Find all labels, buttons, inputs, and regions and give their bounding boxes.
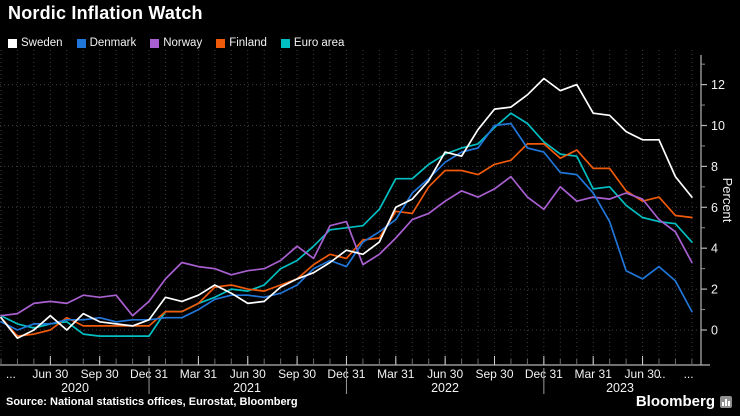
legend-item-euro-area: Euro area bbox=[280, 37, 345, 49]
legend-label: Denmark bbox=[89, 37, 137, 49]
year-label: 2023 bbox=[606, 381, 634, 395]
year-label: 2022 bbox=[431, 381, 459, 395]
legend-label: Finland bbox=[229, 37, 267, 49]
legend-label: Norway bbox=[163, 37, 203, 49]
gridlines bbox=[0, 50, 700, 363]
legend-label: Sweden bbox=[21, 37, 63, 49]
series-line-sweden bbox=[0, 77, 693, 340]
x-axis-tick-label: ... bbox=[6, 367, 16, 381]
legend-swatch bbox=[216, 38, 226, 48]
chart-legend: Sweden Denmark Norway Finland Euro area bbox=[8, 37, 344, 49]
legend-swatch bbox=[150, 38, 160, 48]
x-axis-tick-label: Jun 30 bbox=[427, 367, 463, 381]
bloomberg-wordmark: Bloomberg bbox=[635, 393, 715, 410]
x-axis-tick-label: Jun 30 bbox=[625, 367, 661, 381]
page-title: Nordic Inflation Watch bbox=[8, 3, 203, 23]
x-axis-tick-label: Jun 30 bbox=[230, 367, 266, 381]
bloomberg-chart-icon bbox=[720, 395, 732, 408]
source-note: Source: National statistics offices, Eur… bbox=[6, 396, 298, 408]
series-lines bbox=[0, 77, 693, 340]
y-axis-tick-label: 8 bbox=[711, 160, 718, 174]
y-axis-title: Percent bbox=[720, 178, 735, 223]
x-axis-tick-label: ... bbox=[684, 367, 694, 381]
legend-item-finland: Finland bbox=[216, 37, 267, 49]
legend-item-sweden: Sweden bbox=[8, 37, 63, 49]
legend-swatch bbox=[280, 38, 290, 48]
y-axis-tick-label: 2 bbox=[711, 283, 718, 297]
legend-swatch bbox=[76, 38, 86, 48]
y-axis-tick-label: 12 bbox=[711, 78, 725, 92]
x-axis-tick-label: Sep 30 bbox=[81, 367, 119, 381]
year-label: 2020 bbox=[61, 381, 89, 395]
y-axis-tick-label: 6 bbox=[711, 201, 718, 215]
legend-item-denmark: Denmark bbox=[76, 37, 137, 49]
series-line-norway bbox=[0, 175, 693, 317]
series-line-finland bbox=[0, 143, 693, 337]
x-axis-tick-label: Sep 30 bbox=[278, 367, 316, 381]
series-line-euro-area bbox=[0, 112, 693, 337]
y-axis-tick-label: 4 bbox=[711, 242, 718, 256]
x-axis-tick-label: ... bbox=[656, 367, 666, 381]
x-axis-tick-label: Sep 30 bbox=[475, 367, 513, 381]
x-axis-tick-label: Jun 30 bbox=[32, 367, 68, 381]
x-axis-tick-label: Mar 31 bbox=[575, 367, 613, 381]
legend-item-norway: Norway bbox=[150, 37, 202, 49]
legend-swatch bbox=[8, 38, 17, 48]
x-axis-tick-label: Mar 31 bbox=[180, 367, 218, 381]
x-axis-tick-label: Mar 31 bbox=[377, 367, 415, 381]
bloomberg-brand: Bloomberg bbox=[636, 393, 732, 410]
legend-label: Euro area bbox=[293, 37, 345, 49]
y-axis-tick-label: 0 bbox=[711, 324, 718, 338]
y-axis-tick-label: 10 bbox=[711, 119, 725, 133]
series-line-denmark bbox=[0, 122, 693, 331]
year-label: 2021 bbox=[233, 381, 261, 395]
